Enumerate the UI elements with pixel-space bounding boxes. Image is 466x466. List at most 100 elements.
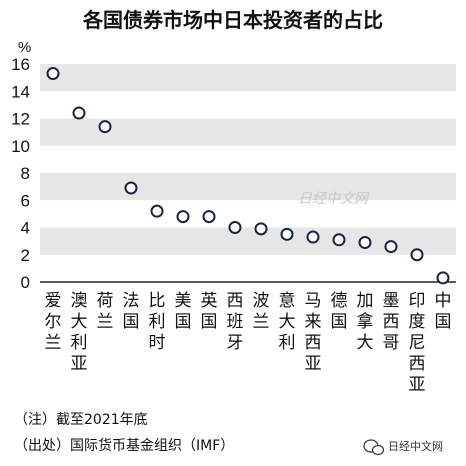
- svg-text:爱: 爱: [45, 291, 62, 311]
- svg-text:哥: 哥: [383, 333, 400, 353]
- svg-text:法: 法: [123, 291, 140, 311]
- svg-text:亚: 亚: [305, 354, 322, 374]
- svg-text:拿: 拿: [357, 311, 374, 332]
- category-label: 西班牙: [227, 291, 244, 353]
- watermark: 日经中文网: [298, 191, 370, 207]
- svg-text:大: 大: [71, 312, 88, 332]
- category-label: 墨西哥: [383, 291, 400, 353]
- svg-text:西: 西: [305, 333, 322, 353]
- data-point: [280, 227, 294, 241]
- svg-text:利: 利: [71, 333, 88, 353]
- svg-text:美: 美: [175, 291, 192, 311]
- y-tick-label: 16: [11, 55, 30, 74]
- svg-text:来: 来: [305, 312, 322, 332]
- category-label: 德国: [331, 291, 348, 332]
- svg-text:英: 英: [201, 291, 218, 311]
- grid-band: [40, 173, 456, 201]
- data-point: [358, 235, 372, 249]
- y-axis-ticks: 0 2 4 6 8 10 12 14 16: [11, 55, 30, 292]
- data-point: [384, 240, 398, 254]
- svg-text:中: 中: [435, 291, 452, 311]
- data-point: [98, 120, 112, 134]
- svg-text:兰: 兰: [253, 312, 270, 332]
- category-label: 英国: [201, 291, 218, 332]
- svg-text:西: 西: [227, 291, 244, 311]
- source-note: （出处）国际货币基金组织（IMF）: [14, 437, 234, 454]
- svg-text:亚: 亚: [409, 375, 426, 395]
- svg-text:兰: 兰: [45, 333, 62, 353]
- category-label: 中国: [435, 291, 452, 332]
- y-tick-label: 6: [21, 191, 30, 210]
- svg-text:加: 加: [357, 291, 374, 311]
- svg-text:兰: 兰: [97, 312, 114, 332]
- data-point: [124, 181, 138, 195]
- data-point: [72, 106, 86, 120]
- data-point: [332, 233, 346, 247]
- svg-text:国: 国: [331, 312, 348, 332]
- svg-text:国: 国: [123, 312, 140, 332]
- category-label: 爱尔兰: [45, 291, 62, 353]
- y-tick-label: 14: [11, 82, 30, 101]
- svg-text:尼: 尼: [409, 333, 426, 353]
- data-point: [436, 271, 450, 285]
- svg-text:国: 国: [175, 312, 192, 332]
- y-tick-label: 10: [11, 137, 30, 156]
- svg-text:意: 意: [279, 291, 296, 311]
- data-point: [228, 221, 242, 234]
- data-point: [306, 230, 320, 244]
- svg-text:国: 国: [201, 312, 218, 332]
- data-points: [46, 67, 450, 285]
- category-label: 波兰: [253, 291, 270, 332]
- svg-text:比: 比: [149, 291, 166, 311]
- svg-text:墨: 墨: [383, 291, 400, 311]
- category-label: 美国: [175, 291, 192, 332]
- brand-label: 日经中文网: [388, 439, 443, 453]
- svg-text:度: 度: [409, 312, 426, 332]
- grid-band: [40, 64, 456, 92]
- svg-text:大: 大: [279, 312, 296, 332]
- svg-text:利: 利: [149, 312, 166, 332]
- chart-title: 各国债券市场中日本投资者的占比: [82, 8, 383, 32]
- svg-text:国: 国: [435, 312, 452, 332]
- category-label: 意大利: [279, 291, 296, 353]
- y-tick-label: 0: [21, 273, 30, 292]
- svg-text:西: 西: [409, 354, 426, 374]
- category-label: 法国: [123, 291, 140, 332]
- svg-text:澳: 澳: [71, 291, 88, 311]
- data-point: [254, 222, 268, 236]
- category-labels: 爱尔兰澳大利亚荷兰法国比利时美国英国西班牙波兰意大利马来西亚德国加拿大墨西哥印度…: [45, 291, 452, 395]
- data-point: [46, 67, 60, 81]
- data-point: [176, 210, 190, 224]
- svg-text:时: 时: [149, 333, 166, 353]
- category-label: 加拿大: [357, 291, 374, 353]
- data-point: [410, 248, 424, 262]
- category-label: 荷兰: [97, 291, 114, 332]
- y-tick-label: 4: [21, 219, 30, 238]
- y-tick-label: 12: [11, 110, 30, 129]
- svg-text:大: 大: [357, 333, 374, 353]
- grid-bands: [40, 64, 456, 255]
- svg-text:印: 印: [409, 291, 426, 311]
- svg-text:马: 马: [305, 291, 322, 311]
- svg-text:荷: 荷: [97, 291, 114, 311]
- footnote: （注）截至2021年底: [14, 412, 148, 428]
- svg-text:牙: 牙: [227, 333, 244, 353]
- svg-text:德: 德: [331, 291, 348, 311]
- svg-text:波: 波: [253, 291, 270, 311]
- svg-text:亚: 亚: [71, 354, 88, 374]
- data-point: [202, 210, 216, 224]
- svg-text:尔: 尔: [45, 312, 62, 332]
- category-label: 比利时: [149, 291, 166, 353]
- y-tick-label: 8: [21, 164, 30, 183]
- y-tick-label: 2: [21, 246, 30, 265]
- svg-text:班: 班: [227, 312, 244, 332]
- svg-text:利: 利: [279, 333, 296, 353]
- data-point: [150, 204, 164, 218]
- svg-text:西: 西: [383, 312, 400, 332]
- y-axis-unit: %: [18, 39, 31, 56]
- wechat-icon: [363, 439, 385, 456]
